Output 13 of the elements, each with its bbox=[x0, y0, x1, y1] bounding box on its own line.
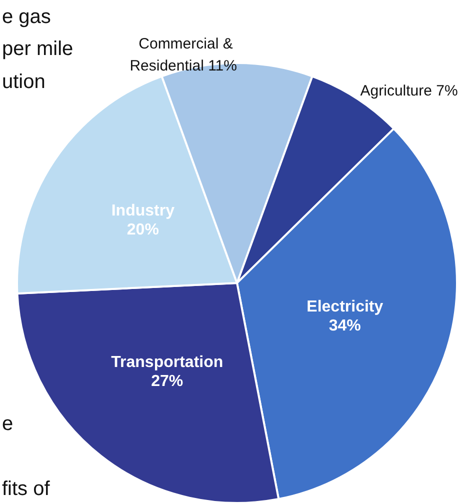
text: ution bbox=[2, 71, 46, 93]
text: fits of bbox=[2, 478, 50, 500]
data-label: 34% bbox=[328, 318, 361, 335]
text: per mile bbox=[2, 38, 74, 60]
text: e gas bbox=[2, 6, 51, 28]
text: e bbox=[2, 413, 14, 435]
data-label: 20% bbox=[126, 221, 159, 238]
slice-label: Industry bbox=[111, 202, 175, 220]
slice-label: Commercial & Residential 11% bbox=[130, 36, 237, 74]
slice-label: Electricity bbox=[306, 298, 384, 316]
slice-label: Agriculture 7% bbox=[360, 82, 458, 100]
data-label: 27% bbox=[151, 372, 184, 390]
slice-label: Transportation bbox=[111, 354, 224, 371]
